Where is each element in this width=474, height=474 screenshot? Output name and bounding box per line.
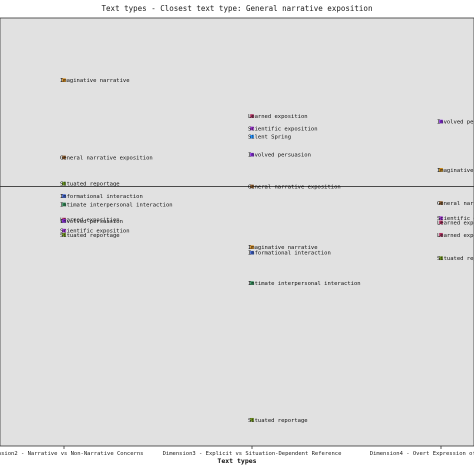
- chart-title: Text types - Closest text type: General …: [102, 4, 373, 13]
- data-point-label: Informational interaction: [60, 194, 143, 200]
- x-axis-ticks: [63, 446, 442, 449]
- data-point: [250, 184, 254, 189]
- data-point: [250, 152, 254, 157]
- data-point: [439, 232, 443, 237]
- data-point-label: Scientific exposition: [248, 126, 318, 132]
- data-point: [250, 134, 254, 139]
- data-point: [250, 245, 254, 249]
- data-point-label: Scientific exposition: [60, 229, 130, 235]
- data-point: [62, 232, 66, 237]
- data-point: [439, 168, 443, 172]
- data-point: [62, 78, 66, 82]
- data-point-label: Involved persuasion: [437, 120, 474, 126]
- data-point: [62, 202, 66, 207]
- data-point-label: Situated reportage: [60, 182, 120, 188]
- data-point-label: Intimate interpersonal interaction: [248, 281, 361, 287]
- data-point: [62, 228, 66, 233]
- data-point: [439, 220, 443, 225]
- data-point-label: General narrative exposition: [437, 201, 474, 207]
- data-point-label: Intimate interpersonal interaction: [60, 202, 173, 208]
- data-point: [439, 216, 443, 220]
- data-point: [250, 281, 254, 285]
- data-point-label: Scientific exposition: [437, 216, 474, 222]
- data-point: [62, 155, 66, 160]
- data-point-label: Situated reportage: [437, 256, 474, 262]
- data-point: [439, 119, 443, 124]
- data-point: [439, 201, 443, 205]
- data-point: [250, 417, 254, 422]
- data-point-label: Learned exposition: [248, 114, 308, 120]
- data-point-label: Silent Spring: [248, 135, 291, 141]
- data-point-label: Involved persuasion: [60, 219, 123, 225]
- data-point: [250, 114, 254, 118]
- data-point-label: Involved persuasion: [248, 153, 311, 159]
- data-point-label: Learned exposition: [60, 218, 120, 224]
- data-point: [62, 181, 66, 186]
- data-point: [439, 256, 443, 261]
- data-point-label: General narrative exposition: [60, 155, 153, 161]
- data-point: [250, 250, 254, 255]
- data-point-label: General narrative exposition: [248, 184, 341, 190]
- data-point-label: Learned exposition: [437, 220, 474, 226]
- data-point: [62, 219, 66, 223]
- data-point-label: Situated reportage: [60, 233, 120, 239]
- data-point-label: Imaginative narrative: [248, 245, 318, 251]
- data-point-label: Learned exposition: [437, 233, 474, 239]
- x-axis-tick-labels: Dimension2 - Narrative vs Non-Narrative …: [0, 451, 474, 457]
- data-point-label: Imaginative narrative: [437, 168, 474, 174]
- data-points: Imaginative narrative General narrative e…: [60, 78, 474, 424]
- x-tick-label: Dimension2 - Narrative vs Non-Narrative …: [0, 451, 143, 457]
- plot-panel: [0, 17, 474, 447]
- x-tick-label: Dimension3 - Explicit vs Situation-Depen…: [163, 451, 342, 457]
- x-axis-title: Text types: [217, 457, 256, 465]
- data-point-label: Situated reportage: [248, 418, 308, 424]
- data-point: [62, 194, 66, 198]
- data-point-label: Informational interaction: [248, 251, 331, 257]
- data-point-label: Imaginative narrative: [60, 78, 130, 84]
- data-point: [250, 126, 254, 131]
- x-tick-label: Dimension4 - Overt Expression of Persuas…: [370, 451, 474, 457]
